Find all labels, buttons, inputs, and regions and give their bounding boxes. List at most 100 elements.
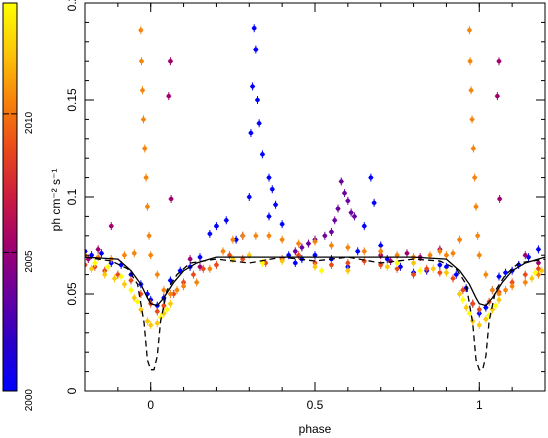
data-point xyxy=(466,309,472,318)
data-point xyxy=(121,251,127,260)
data-point xyxy=(496,272,502,281)
data-point xyxy=(384,255,390,264)
data-point xyxy=(509,282,515,291)
data-point xyxy=(450,274,456,283)
data-point xyxy=(494,92,500,101)
data-point xyxy=(526,253,532,262)
data-point xyxy=(332,216,338,225)
data-point xyxy=(167,276,173,285)
data-point xyxy=(174,286,180,295)
data-point xyxy=(522,270,528,279)
data-point xyxy=(148,251,154,260)
data-point xyxy=(131,249,137,258)
data-point xyxy=(476,321,482,330)
data-point xyxy=(305,239,311,248)
plot-frame xyxy=(84,2,546,392)
data-point xyxy=(361,247,367,256)
data-point xyxy=(312,237,318,246)
data-point xyxy=(397,262,403,271)
data-point xyxy=(450,249,456,258)
data-point xyxy=(460,295,466,304)
data-point xyxy=(411,258,417,267)
data-point xyxy=(250,82,256,91)
data-point xyxy=(345,258,351,267)
data-point xyxy=(227,251,233,260)
data-point xyxy=(143,173,149,182)
data-point xyxy=(489,286,495,295)
colorbar-ticks: 2000 2005 2010 xyxy=(3,111,35,411)
data-point xyxy=(128,276,134,285)
data-point xyxy=(207,229,213,238)
data-point xyxy=(115,270,121,279)
data-point xyxy=(131,293,137,302)
y-tick-label: 0 xyxy=(65,387,79,394)
data-point xyxy=(493,301,499,310)
data-point xyxy=(378,241,384,250)
data-point xyxy=(154,319,160,328)
colorbar: 2000 2005 2010 xyxy=(2,2,35,411)
data-point xyxy=(535,270,541,279)
data-point xyxy=(437,260,443,269)
data-point xyxy=(299,243,305,252)
data-point xyxy=(98,249,104,258)
data-point xyxy=(469,115,475,124)
data-point xyxy=(246,251,252,260)
data-point xyxy=(181,282,187,291)
data-point xyxy=(463,303,469,312)
data-point xyxy=(475,231,481,240)
data-point xyxy=(312,262,318,271)
data-point xyxy=(378,247,384,256)
data-point xyxy=(140,86,145,95)
data-point xyxy=(335,204,341,213)
data-point xyxy=(102,270,108,279)
data-point xyxy=(404,249,410,258)
data-point xyxy=(139,57,145,66)
data-point xyxy=(200,264,206,273)
data-point xyxy=(190,270,196,279)
data-point xyxy=(251,24,257,33)
data-point xyxy=(89,264,95,273)
data-point xyxy=(437,268,443,277)
data-point xyxy=(460,286,466,295)
data-point xyxy=(138,26,144,35)
data-point xyxy=(503,286,509,295)
data-point xyxy=(496,295,502,304)
data-point xyxy=(118,272,124,281)
data-point xyxy=(394,251,400,260)
data-point xyxy=(197,253,203,262)
data-point xyxy=(539,266,545,275)
data-point xyxy=(233,235,239,244)
data-point xyxy=(322,231,328,240)
data-point xyxy=(85,247,88,256)
data-point xyxy=(384,262,390,271)
data-point xyxy=(166,92,172,101)
data-point xyxy=(457,235,463,244)
data-point xyxy=(296,251,302,260)
data-point xyxy=(230,235,236,244)
data-point xyxy=(345,266,351,275)
data-point xyxy=(135,297,141,306)
data-point xyxy=(368,173,374,182)
data-point xyxy=(529,274,535,283)
colorbar-tick-label: 2010 xyxy=(24,111,35,134)
data-point xyxy=(256,119,262,128)
x-tick-label: 0.5 xyxy=(307,398,324,412)
data-point xyxy=(535,245,541,254)
data-point xyxy=(279,257,285,266)
data-point xyxy=(453,270,459,279)
y-tick-label: 0.05 xyxy=(65,282,79,306)
x-axis-title: phase xyxy=(299,422,332,436)
data-point xyxy=(522,278,528,287)
data-point xyxy=(128,286,134,295)
data-point xyxy=(457,290,463,298)
data-point xyxy=(345,243,351,252)
data-point xyxy=(473,202,479,211)
data-point xyxy=(292,247,298,256)
data-point xyxy=(312,251,318,260)
data-point xyxy=(470,299,476,308)
data-point xyxy=(171,290,177,298)
data-point xyxy=(371,198,377,207)
data-point xyxy=(430,264,436,273)
data-point xyxy=(443,251,449,260)
